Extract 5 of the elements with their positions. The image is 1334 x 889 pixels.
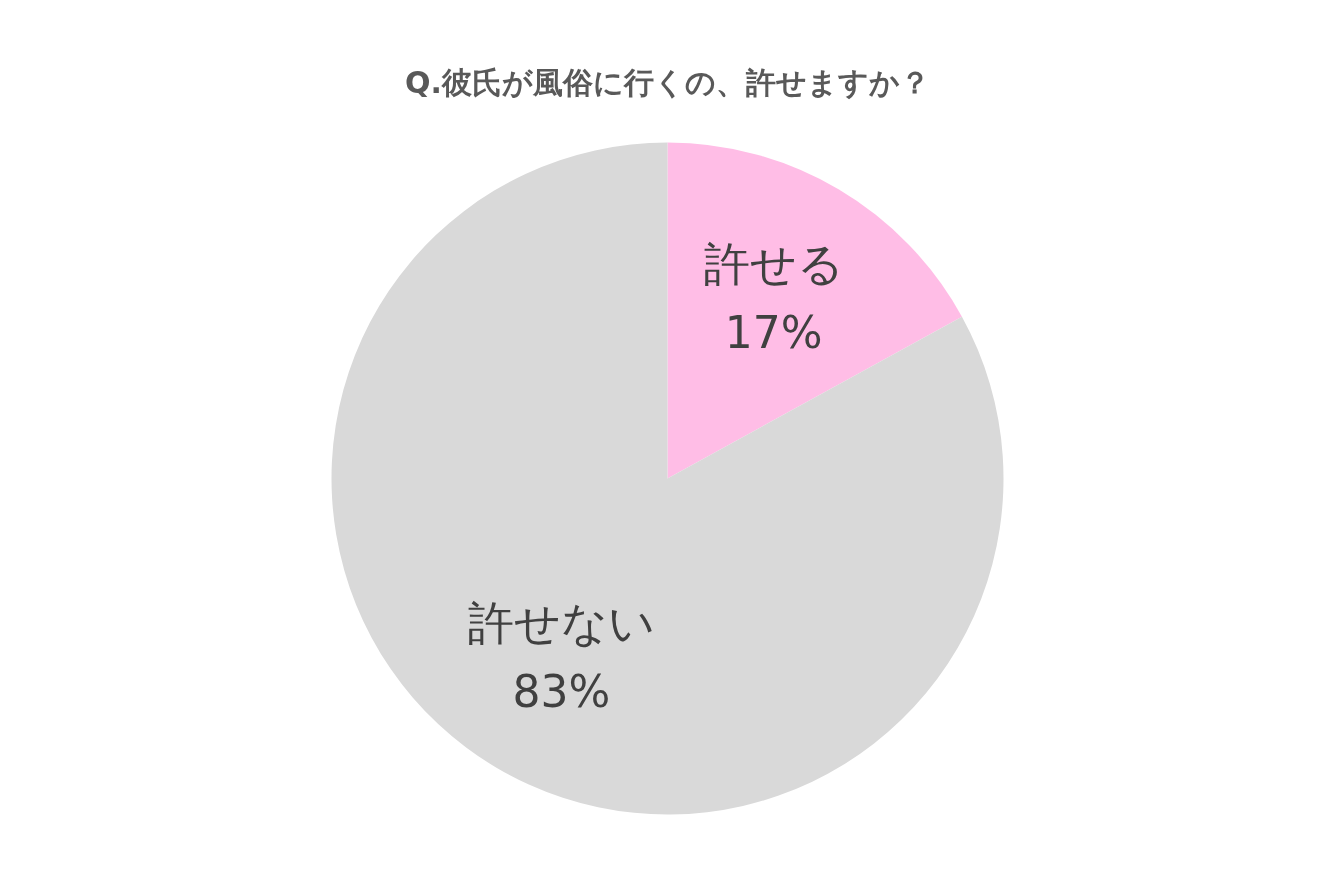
data-label: 17%: [724, 307, 823, 359]
slice-label: 許せない: [467, 595, 655, 650]
slice-label: 許せる: [703, 237, 844, 292]
chart-title: Q.彼氏が風俗に行くの、許せますか？: [405, 65, 930, 100]
data-label: 83%: [512, 665, 611, 717]
